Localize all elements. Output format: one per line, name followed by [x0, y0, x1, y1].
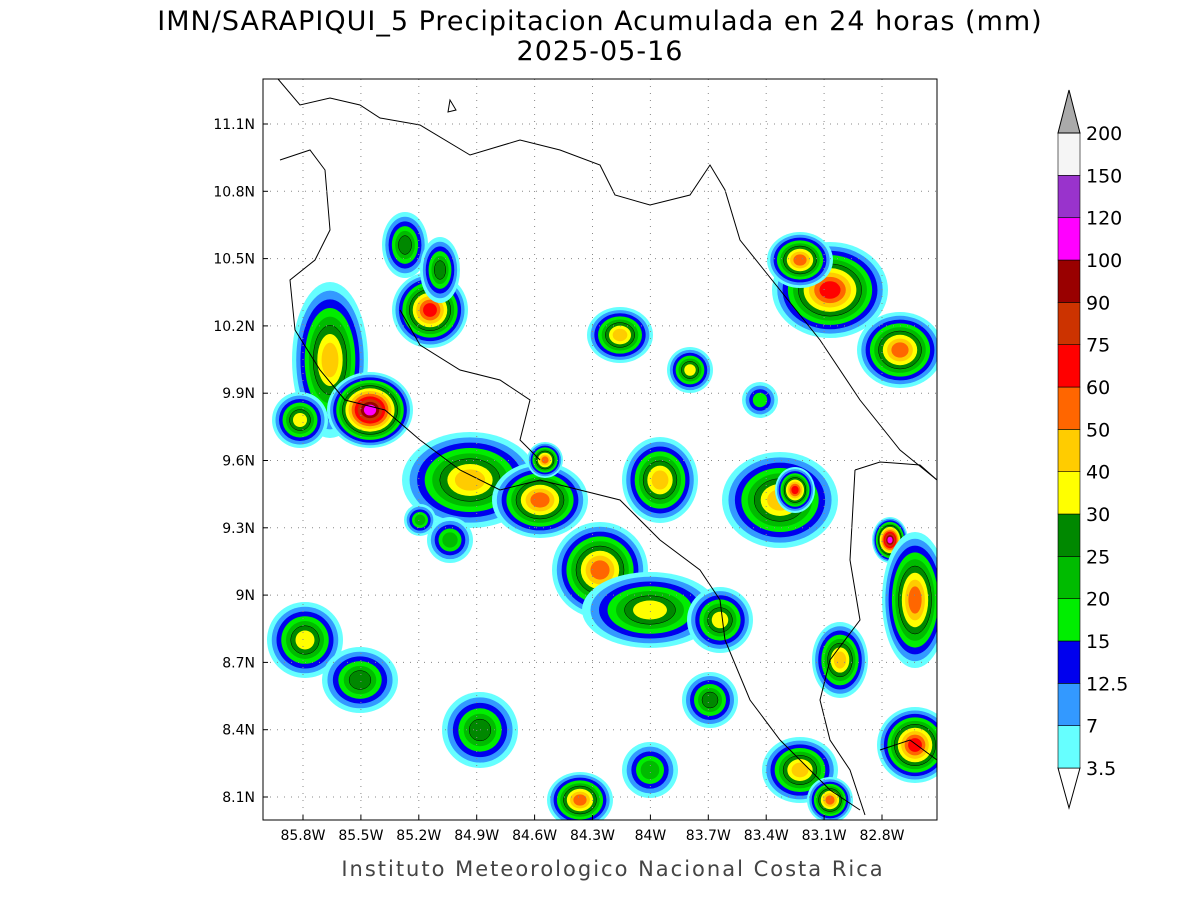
lat-label: 10.8N — [213, 184, 255, 200]
rain-contour — [701, 691, 719, 709]
colorbar-segment — [1057, 429, 1081, 472]
rain-contour — [590, 560, 610, 580]
lon-label: 82.8W — [859, 828, 904, 844]
colorbar: 3.5 7 12.5 15 20 25 30 40 50 60 75 90 100 120 150 200 — [1057, 89, 1128, 810]
colorbar-label: 40 — [1086, 462, 1110, 484]
colorbar-segment — [1057, 175, 1081, 219]
rain-contour — [752, 392, 768, 408]
colorbar-segment — [1057, 725, 1081, 769]
colorbar-segment — [1057, 556, 1081, 599]
colorbar-segment — [1057, 513, 1081, 557]
colorbar-segment — [1057, 302, 1081, 345]
lat-label: 11.1N — [213, 117, 255, 133]
lat-label: 10.2N — [213, 319, 255, 335]
colorbar-label: 12.5 — [1086, 673, 1128, 695]
rain-contour — [825, 795, 835, 805]
rain-contour — [791, 485, 799, 495]
precipitation-field — [267, 212, 937, 820]
rain-contour — [891, 342, 909, 358]
colorbar-over — [1057, 89, 1081, 134]
rain-contour — [833, 651, 847, 669]
lat-label: 8.7N — [222, 655, 255, 671]
lon-label: 85.5W — [338, 828, 383, 844]
colorbar-label: 20 — [1086, 589, 1110, 611]
rain-contour — [640, 760, 660, 780]
colorbar-segment — [1057, 598, 1081, 642]
colorbar-label: 150 — [1086, 165, 1122, 187]
rain-contour — [293, 413, 307, 427]
colorbar-under — [1057, 767, 1081, 810]
rain-contour — [887, 536, 893, 544]
lat-label: 10.5N — [213, 252, 255, 268]
colorbar-segment — [1057, 640, 1081, 684]
lat-label: 8.4N — [222, 723, 255, 739]
colorbar-label: 120 — [1086, 208, 1122, 230]
colorbar-segment — [1057, 344, 1081, 388]
lon-label: 84.6W — [512, 828, 557, 844]
colorbar-segment — [1057, 683, 1081, 726]
rain-contour — [530, 492, 550, 508]
rain-contour — [414, 514, 426, 526]
colorbar-label: 7 — [1086, 716, 1098, 738]
rain-contour — [295, 630, 315, 650]
map-date: 2025-05-16 — [517, 36, 684, 67]
rain-contour — [711, 611, 729, 629]
colorbar-segment — [1057, 132, 1081, 176]
rain-contour — [791, 762, 809, 778]
map-frame — [262, 78, 938, 821]
rain-contour — [321, 342, 339, 378]
rain-contour — [651, 470, 669, 490]
lat-label: 8.1N — [222, 790, 255, 806]
rain-contour — [573, 794, 587, 806]
colorbar-label: 25 — [1086, 546, 1110, 568]
map-title: IMN/SARAPIQUI_5 Precipitacion Acumulada … — [157, 6, 1042, 37]
lat-label: 9.9N — [222, 386, 255, 402]
lon-label: 85.8W — [280, 828, 325, 844]
colorbar-label: 30 — [1086, 504, 1110, 526]
rain-contour — [793, 254, 807, 266]
rain-contour — [819, 281, 841, 299]
rain-contour — [454, 469, 486, 491]
credit: Instituto Meteorologico Nacional Costa R… — [341, 857, 884, 881]
coastline — [277, 79, 937, 816]
lon-label: 83.1W — [802, 828, 847, 844]
colorbar-segment — [1057, 259, 1081, 303]
colorbar-segment — [1057, 386, 1081, 430]
rain-contour — [684, 364, 696, 376]
rain-contour — [612, 328, 628, 342]
colorbar-label: 15 — [1086, 631, 1110, 653]
lon-label: 84.3W — [570, 828, 615, 844]
lat-label: 9N — [236, 588, 255, 604]
rain-contour — [348, 670, 372, 690]
rain-contour — [423, 303, 437, 317]
rain-contour — [434, 260, 446, 280]
colorbar-label: 75 — [1086, 335, 1110, 357]
lon-label: 83.4W — [744, 828, 789, 844]
lon-label: 83.7W — [686, 828, 731, 844]
graticule: 11.1N 10.8N 10.5N 10.2N 9.9N 9.6N 9.3N 9N 8.7N 8.… — [213, 79, 937, 844]
colorbar-segment — [1057, 217, 1081, 261]
colorbar-segment — [1057, 471, 1081, 515]
lat-label: 9.3N — [222, 521, 255, 537]
lon-label: 85.2W — [396, 828, 441, 844]
rain-contour — [633, 600, 667, 620]
rain-contour — [442, 532, 458, 548]
colorbar-label: 200 — [1086, 123, 1122, 145]
lon-label: 84W — [635, 828, 667, 844]
lat-label: 9.6N — [222, 454, 255, 470]
colorbar-label: 100 — [1086, 250, 1122, 272]
rain-contour — [541, 456, 549, 464]
colorbar-label: 50 — [1086, 419, 1110, 441]
lon-label: 84.9W — [454, 828, 499, 844]
colorbar-label: 3.5 — [1086, 758, 1116, 780]
rain-contour — [908, 586, 922, 614]
rain-contour — [398, 235, 412, 255]
colorbar-label: 60 — [1086, 377, 1110, 399]
colorbar-label: 90 — [1086, 292, 1110, 314]
